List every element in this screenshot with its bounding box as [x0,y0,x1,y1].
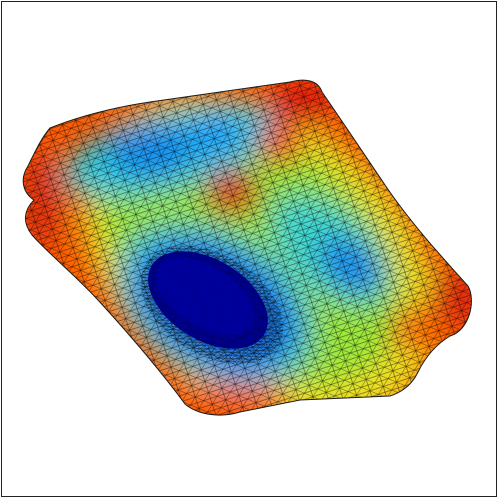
mesh-outline [22,79,472,416]
